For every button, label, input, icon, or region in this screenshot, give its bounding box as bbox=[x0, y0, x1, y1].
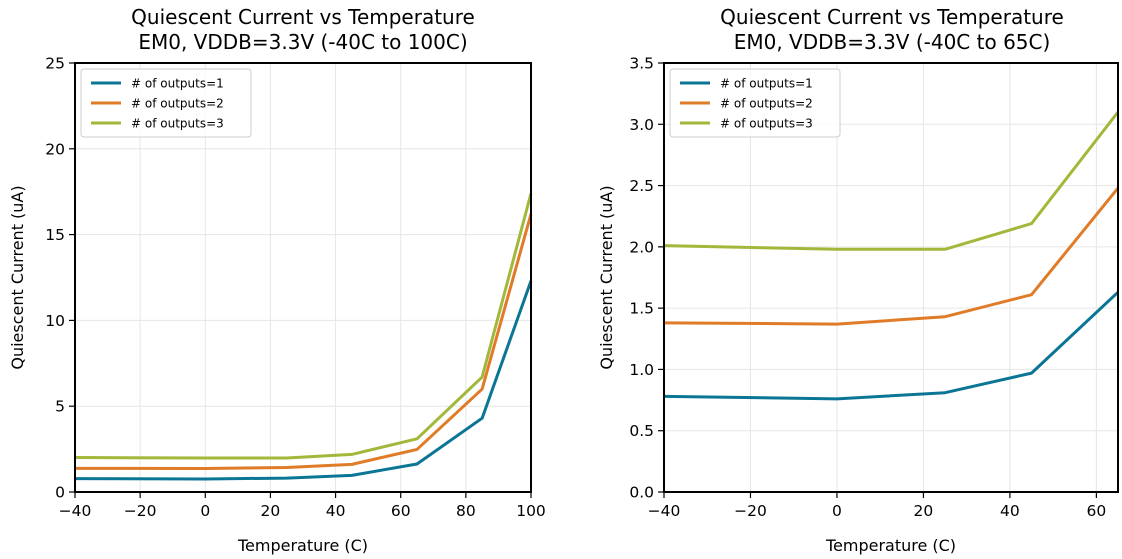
x-tick-label: 40 bbox=[1000, 502, 1020, 520]
legend-box bbox=[669, 68, 841, 138]
y-tick-label: 0.0 bbox=[629, 484, 654, 502]
x-axis-label: Temperature (C) bbox=[237, 536, 368, 555]
series-line-3 bbox=[663, 111, 1120, 251]
series-line-3 bbox=[74, 193, 533, 460]
chart-title: Quiescent Current vs Temperature bbox=[720, 5, 1064, 29]
legend-box bbox=[80, 68, 252, 138]
plot-frame bbox=[663, 62, 1119, 493]
x-tick-label: −40 bbox=[648, 502, 681, 520]
y-axis-label: Quiescent Current (uA) bbox=[8, 185, 27, 369]
y-tick-label: 2.5 bbox=[629, 177, 654, 195]
x-tick-label: 40 bbox=[326, 502, 346, 520]
y-tick-label: 10 bbox=[45, 312, 65, 330]
chart-subtitle: EM0, VDDB=3.3V (-40C to 100C) bbox=[138, 30, 467, 54]
x-tick-label: 80 bbox=[456, 502, 476, 520]
legend: # of outputs=1 # of outputs=2 # of outputs… bbox=[80, 68, 252, 138]
x-tick-label: −20 bbox=[734, 502, 767, 520]
y-tick-label: 2.0 bbox=[629, 238, 654, 256]
y-tick-label: 0.5 bbox=[629, 422, 654, 440]
y-tick-label: 15 bbox=[45, 226, 65, 244]
legend-entry-2: # of outputs=2 bbox=[720, 97, 813, 111]
x-tick-label: −20 bbox=[124, 502, 157, 520]
series-line-2 bbox=[663, 187, 1120, 326]
legend-entry-1: # of outputs=1 bbox=[131, 77, 224, 91]
x-tick-label: 60 bbox=[1087, 502, 1107, 520]
y-tick-label: 1.0 bbox=[629, 361, 654, 379]
series-line-1 bbox=[663, 291, 1120, 401]
x-tick-label: 20 bbox=[914, 502, 934, 520]
y-tick-label: 25 bbox=[45, 55, 65, 73]
y-tick-label: 3.0 bbox=[629, 116, 654, 134]
y-tick-label: 0 bbox=[55, 484, 65, 502]
plot-frame bbox=[74, 62, 532, 493]
chart-subtitle: EM0, VDDB=3.3V (-40C to 65C) bbox=[734, 30, 1051, 54]
y-tick-label: 20 bbox=[45, 140, 65, 158]
legend-entry-2: # of outputs=2 bbox=[131, 97, 224, 111]
x-tick-label: 60 bbox=[391, 502, 411, 520]
x-tick-label: 100 bbox=[516, 502, 546, 520]
series-line-2 bbox=[74, 213, 533, 470]
legend-entry-3: # of outputs=3 bbox=[720, 117, 813, 131]
x-tick-label: −40 bbox=[59, 502, 92, 520]
x-tick-label: 0 bbox=[200, 502, 210, 520]
y-tick-label: 5 bbox=[55, 398, 65, 416]
series-line-1 bbox=[74, 280, 533, 481]
x-axis-label: Temperature (C) bbox=[825, 536, 956, 555]
x-tick-label: 0 bbox=[832, 502, 842, 520]
chart-title: Quiescent Current vs Temperature bbox=[131, 5, 475, 29]
x-tick-label: 20 bbox=[261, 502, 281, 520]
legend-entry-3: # of outputs=3 bbox=[131, 117, 224, 131]
legend-entry-1: # of outputs=1 bbox=[720, 77, 813, 91]
y-axis-label: Quiescent Current (uA) bbox=[597, 185, 616, 369]
legend: # of outputs=1 # of outputs=2 # of outputs… bbox=[669, 68, 841, 138]
y-tick-label: 3.5 bbox=[629, 55, 654, 73]
y-tick-label: 1.5 bbox=[629, 300, 654, 318]
